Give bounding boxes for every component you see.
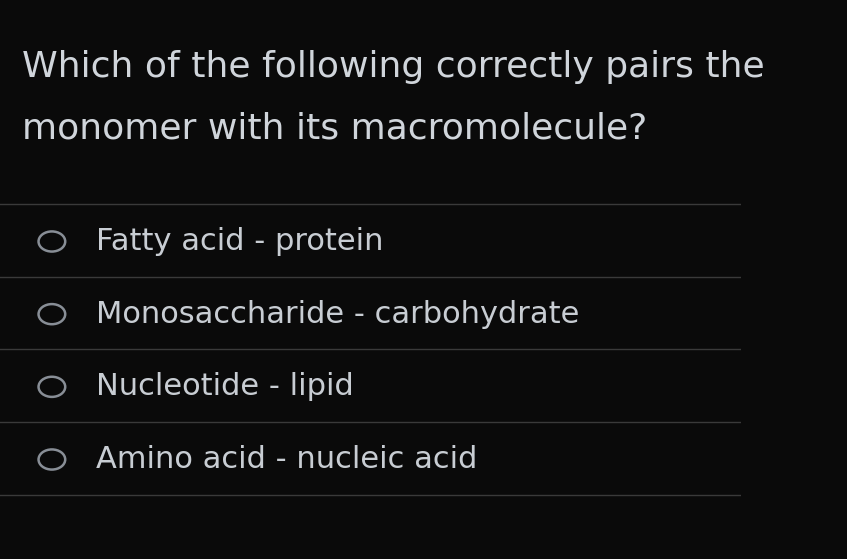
Text: Fatty acid - protein: Fatty acid - protein	[97, 227, 384, 256]
Text: monomer with its macromolecule?: monomer with its macromolecule?	[22, 112, 647, 145]
Circle shape	[38, 377, 65, 397]
Circle shape	[38, 304, 65, 324]
Circle shape	[38, 449, 65, 470]
Text: Amino acid - nucleic acid: Amino acid - nucleic acid	[97, 445, 478, 474]
Text: Monosaccharide - carbohydrate: Monosaccharide - carbohydrate	[97, 300, 579, 329]
Circle shape	[38, 231, 65, 252]
Text: Which of the following correctly pairs the: Which of the following correctly pairs t…	[22, 50, 765, 84]
Text: Nucleotide - lipid: Nucleotide - lipid	[97, 372, 354, 401]
